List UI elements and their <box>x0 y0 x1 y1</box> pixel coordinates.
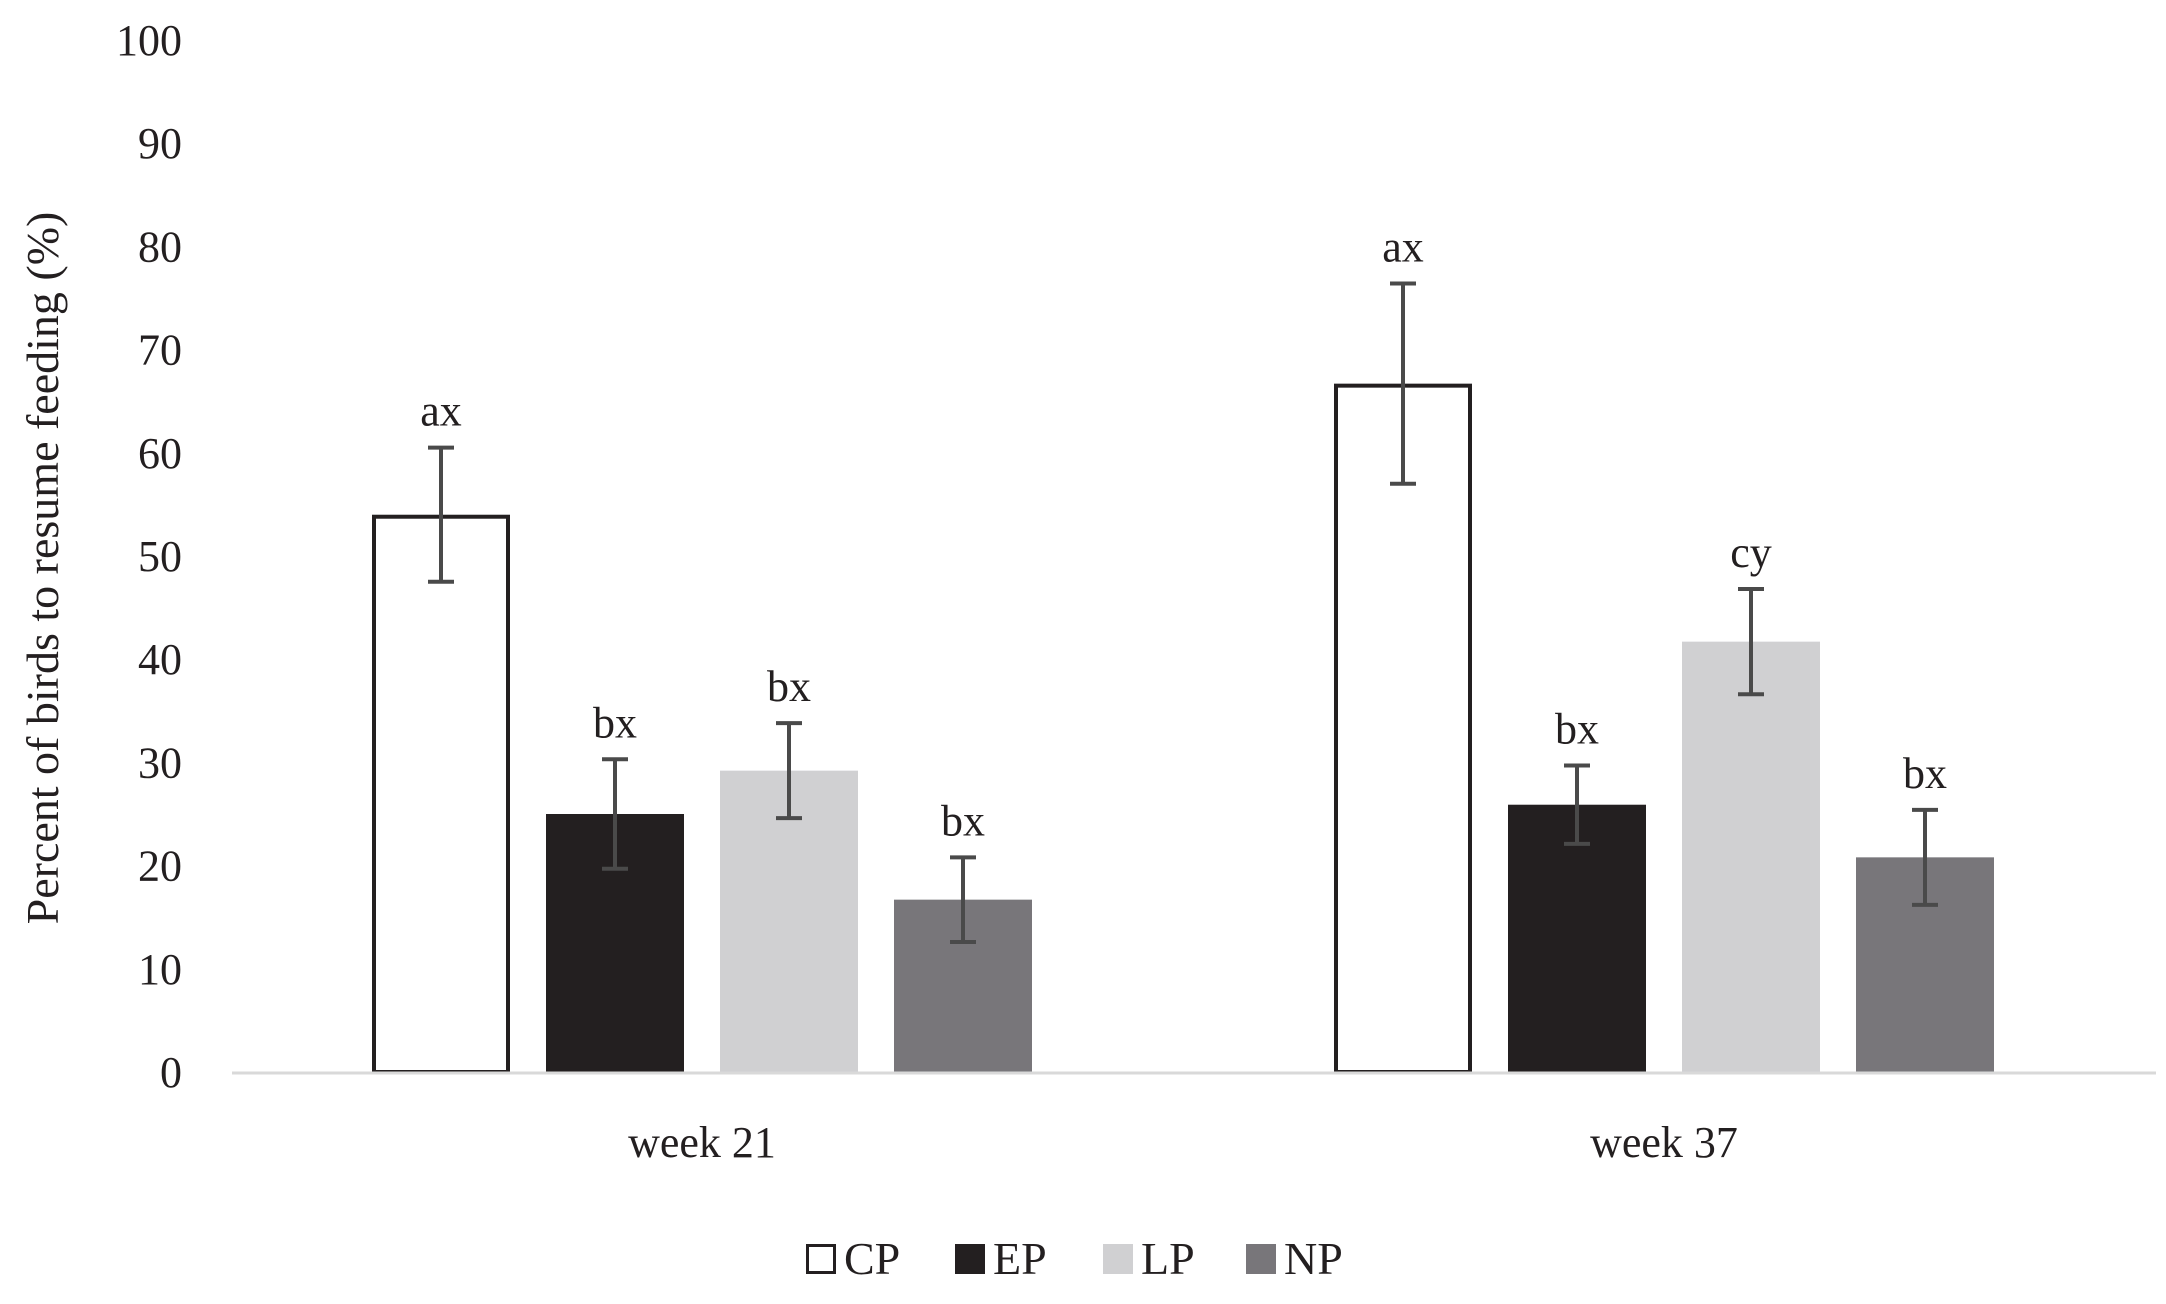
bar-cp-week-21 <box>372 514 510 1074</box>
x-axis-ticks: week 21 week 37 <box>628 1118 1738 1167</box>
legend-label-np: NP <box>1284 1233 1343 1284</box>
bar-lp-week-37 <box>1682 641 1820 1072</box>
legend-swatch-cp <box>806 1244 836 1274</box>
y-tick-label: 80 <box>138 222 182 271</box>
y-tick-label: 60 <box>138 429 182 478</box>
significance-label: bx <box>767 662 811 711</box>
legend: CP EP LP NP <box>806 1233 1343 1284</box>
bars <box>372 383 1994 1074</box>
x-category-label: week 37 <box>1590 1118 1738 1167</box>
y-tick-label: 50 <box>138 532 182 581</box>
significance-label: bx <box>941 796 985 845</box>
x-category-label: week 21 <box>628 1118 776 1167</box>
legend-swatch-np <box>1246 1244 1276 1274</box>
significance-label: bx <box>1903 749 1947 798</box>
error-bars <box>428 281 1938 944</box>
y-tick-label: 70 <box>138 326 182 375</box>
y-tick-label: 100 <box>116 16 182 65</box>
bar-lp-week-21 <box>720 770 858 1072</box>
y-tick-label: 20 <box>138 842 182 891</box>
legend-label-ep: EP <box>993 1233 1047 1284</box>
significance-label: ax <box>1382 223 1424 272</box>
y-tick-label: 90 <box>138 119 182 168</box>
bar-cp-week-37 <box>1334 383 1472 1074</box>
significance-label: bx <box>1555 704 1599 753</box>
y-tick-label: 40 <box>138 635 182 684</box>
significance-label: bx <box>593 698 637 747</box>
y-axis-ticks: 0 10 20 30 40 50 60 70 80 90 100 <box>116 16 182 1097</box>
significance-labels: ax bx bx bx ax bx cy bx <box>420 223 1947 846</box>
legend-swatch-lp <box>1103 1244 1133 1274</box>
y-tick-label: 10 <box>138 945 182 994</box>
y-tick-label: 0 <box>160 1048 182 1097</box>
bar-ep-week-37 <box>1508 804 1646 1072</box>
y-tick-label: 30 <box>138 738 182 787</box>
legend-swatch-ep <box>955 1244 985 1274</box>
legend-label-cp: CP <box>844 1233 900 1284</box>
y-axis-title: Percent of birds to resume feeding (%) <box>17 212 68 925</box>
significance-label: ax <box>420 387 462 436</box>
significance-label: cy <box>1730 528 1772 577</box>
legend-label-lp: LP <box>1141 1233 1195 1284</box>
